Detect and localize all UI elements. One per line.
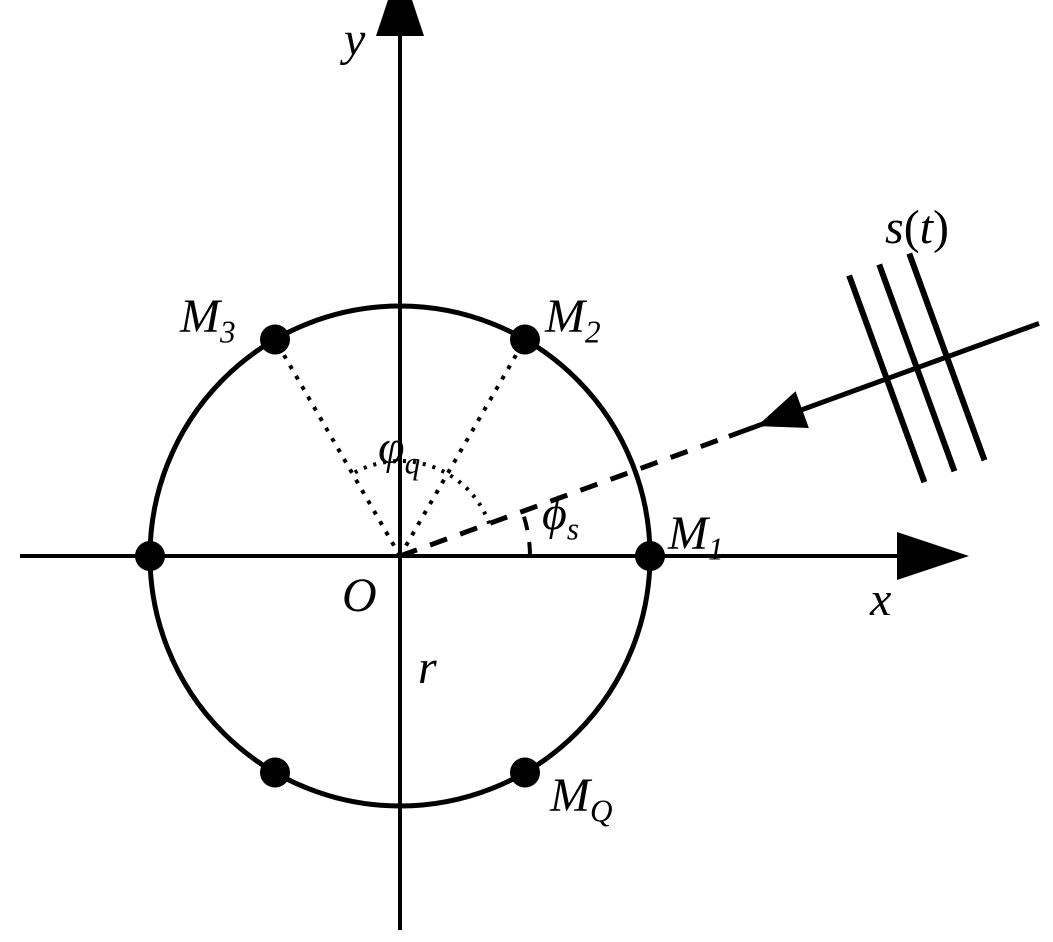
radius-label: r: [418, 640, 437, 695]
phi-s-arc: [522, 512, 530, 556]
source-label: s(t): [885, 200, 949, 255]
sensor-MQ: [510, 758, 540, 788]
sensor-M2: [510, 324, 540, 354]
m1-label: M1: [668, 506, 724, 568]
wavefront-0: [849, 275, 924, 482]
sensor-M5: [260, 758, 290, 788]
mq-label: MQ: [550, 768, 613, 830]
origin-label: O: [342, 568, 377, 623]
diagram-svg: [0, 0, 1053, 942]
m2-label: M2: [545, 289, 601, 351]
m3-label: M3: [180, 289, 236, 351]
phi-s-label: ϕs: [542, 486, 579, 548]
source-arrowhead-icon: [757, 391, 809, 428]
wavefront-1: [879, 265, 954, 472]
sensor-M1: [635, 541, 665, 571]
phi-q-arc: [353, 461, 490, 524]
wavefront-2: [909, 254, 984, 461]
y-axis-label: y: [344, 12, 365, 67]
x-axis-label: x: [870, 572, 891, 627]
sensor-M4: [135, 541, 165, 571]
phi-q-label: φq: [378, 420, 420, 482]
sensor-M3: [260, 324, 290, 354]
